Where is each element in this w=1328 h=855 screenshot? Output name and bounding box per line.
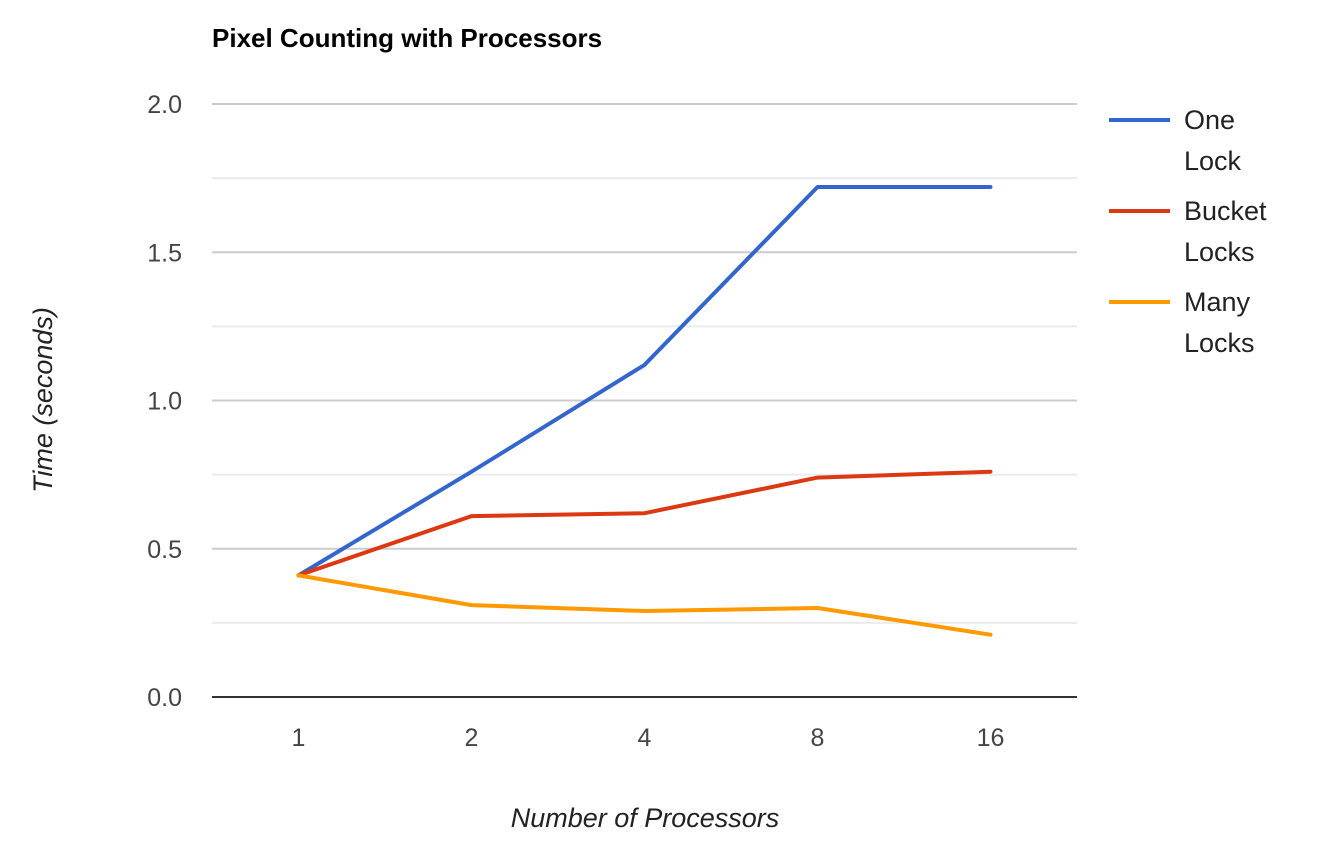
gridlines: [212, 103, 1077, 624]
legend-label: Locks: [1184, 328, 1255, 358]
x-axis-ticks: 1 2 4 8 16: [292, 724, 1005, 752]
chart-title: Pixel Counting with Processors: [212, 23, 602, 53]
y-tick-label: 0.0: [147, 684, 182, 712]
legend-label: Locks: [1184, 237, 1255, 267]
x-tick-label: 1: [292, 724, 306, 752]
x-tick-label: 4: [638, 724, 652, 752]
legend-label: Bucket: [1184, 196, 1267, 226]
legend-item-bucket-locks: Bucket Locks: [1109, 196, 1267, 267]
legend: One Lock Bucket Locks Many Locks: [1109, 105, 1267, 358]
x-tick-label: 16: [977, 724, 1005, 752]
x-tick-label: 8: [811, 724, 825, 752]
legend-label: Lock: [1184, 146, 1242, 176]
y-axis-ticks: 0.0 0.5 1.0 1.5 2.0: [147, 91, 182, 712]
series-line-one-lock: [296, 185, 993, 578]
y-tick-label: 1.0: [147, 388, 182, 416]
legend-label: One: [1184, 105, 1235, 135]
series-line-many-locks: [296, 573, 993, 637]
series-line-bucket-locks: [296, 469, 993, 578]
series-lines: [296, 185, 993, 637]
legend-item-many-locks: Many Locks: [1109, 287, 1255, 358]
legend-label: Many: [1184, 287, 1251, 317]
y-tick-label: 2.0: [147, 91, 182, 119]
x-tick-label: 2: [465, 724, 479, 752]
x-axis-title: Number of Processors: [511, 803, 780, 833]
y-axis-title: Time (seconds): [28, 307, 58, 493]
legend-item-one-lock: One Lock: [1109, 105, 1242, 176]
y-tick-label: 0.5: [147, 536, 182, 564]
y-tick-label: 1.5: [147, 239, 182, 267]
